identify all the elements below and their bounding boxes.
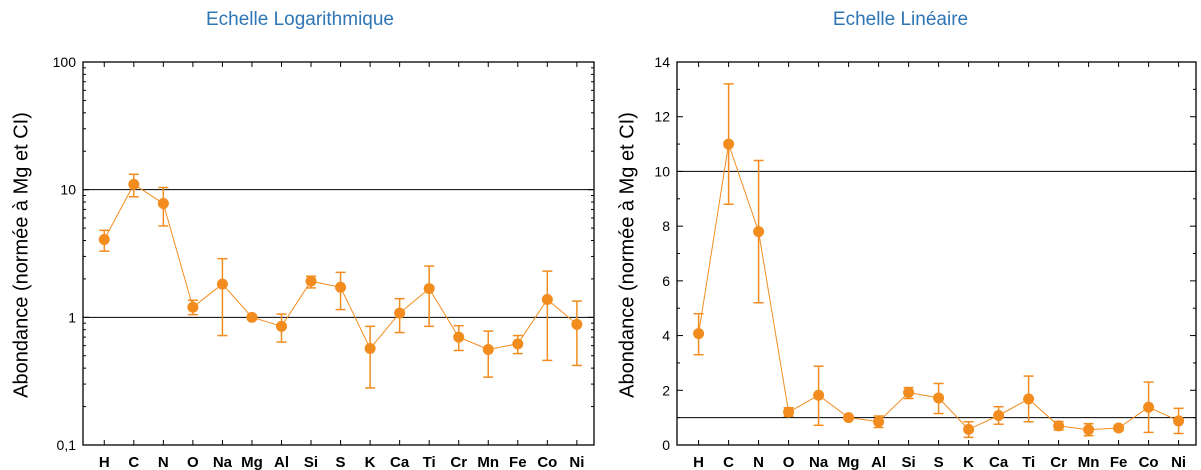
data-point (305, 275, 317, 287)
x-tick-label: Cr (1050, 454, 1067, 470)
data-point (1053, 420, 1065, 432)
data-point (482, 343, 494, 355)
data-point (394, 307, 406, 319)
data-point (541, 293, 553, 305)
y-tick-label: 4 (662, 328, 670, 344)
data-point (512, 338, 524, 350)
y-tick-label: 10 (654, 163, 670, 179)
x-tick-label: N (753, 454, 764, 470)
data-point (813, 389, 825, 401)
x-tick-label: Co (1139, 454, 1159, 470)
data-point (843, 412, 855, 424)
plot-frame (676, 61, 1197, 446)
data-point (903, 386, 915, 398)
data-point (693, 328, 705, 340)
x-tick-label: H (99, 454, 110, 470)
x-tick-label: Mn (477, 454, 499, 470)
x-tick-label: Mg (241, 454, 263, 470)
data-point (157, 197, 169, 209)
series-line (103, 183, 578, 351)
linear-scale-plot: 0 2 4 6 8 10 12 14 H C N O Na Mg Al Si S K Ca Ti Cr Mn Fe Co Ni (654, 54, 1197, 470)
data-point (993, 409, 1005, 421)
x-tick-label: Al (871, 454, 886, 470)
y-tick-label: 12 (654, 109, 670, 125)
x-tick-label: Ni (569, 454, 584, 470)
x-tick-label: Si (304, 454, 318, 470)
data-point (1113, 422, 1125, 434)
x-tick-label: Co (537, 454, 557, 470)
x-tick-label: Ca (390, 454, 410, 470)
data-point (873, 416, 885, 428)
data-point (128, 178, 140, 190)
x-tick-label: Cr (450, 454, 467, 470)
data-point (783, 406, 795, 418)
data-point (963, 423, 975, 435)
data-point (246, 311, 258, 323)
log-scale-plot: 0,1 1 10 100 H C N O Na Mg Al Si S K Ca Ti Cr Mn Fe Co Ni (53, 54, 595, 470)
y-tick-label: 10 (60, 182, 76, 198)
data-point (453, 331, 465, 343)
x-tick-label: O (187, 454, 199, 470)
y-tick-label: 14 (654, 54, 670, 70)
x-tick-label: H (693, 454, 704, 470)
y-tick-label: 2 (662, 382, 670, 398)
y-tick-label: 6 (662, 273, 670, 289)
data-point (423, 283, 435, 295)
x-tick-label: Mg (838, 454, 860, 470)
x-tick-label: C (128, 454, 139, 470)
x-tick-label: S (336, 454, 346, 470)
data-point (187, 301, 199, 313)
data-point (723, 138, 735, 150)
y-tick-label: 1 (68, 309, 76, 325)
data-point (364, 342, 376, 354)
data-point (933, 392, 945, 404)
x-tick-label: Ni (1171, 454, 1186, 470)
data-point (275, 320, 287, 332)
y-tick-label: 0 (662, 437, 670, 453)
data-point (571, 318, 583, 330)
chart-title: Echelle Logarithmique (205, 9, 394, 30)
data-point (753, 226, 765, 238)
x-tick-label: S (934, 454, 944, 470)
log-scale-chart-panel: Echelle Logarithmique Abondance (normée … (0, 0, 600, 470)
data-point (98, 234, 110, 246)
y-tick-label: 0,1 (57, 437, 77, 453)
x-tick-label: K (365, 454, 376, 470)
x-tick-label: N (158, 454, 169, 470)
y-tick-label: 8 (662, 218, 670, 234)
x-tick-label: Na (809, 454, 829, 470)
linear-scale-chart-panel: Echelle Linéaire Abondance (normée à Mg … (600, 0, 1201, 470)
data-point (216, 278, 228, 290)
x-tick-label: Ca (989, 454, 1009, 470)
x-tick-label: C (723, 454, 734, 470)
x-tick-label: Fe (509, 454, 527, 470)
x-tick-label: Si (902, 454, 916, 470)
x-tick-label: Ti (423, 454, 436, 470)
x-tick-label: K (963, 454, 974, 470)
plot-frame (82, 61, 595, 446)
data-point (1143, 401, 1155, 413)
y-tick-label: 100 (53, 54, 77, 70)
x-tick-label: Fe (1110, 454, 1128, 470)
data-point (335, 281, 347, 293)
x-tick-label: Ti (1022, 454, 1035, 470)
chart-title: Echelle Linéaire (832, 9, 969, 30)
data-point (1173, 415, 1185, 427)
x-tick-label: Al (274, 454, 289, 470)
data-point (1083, 424, 1095, 436)
x-tick-label: Na (213, 454, 233, 470)
x-tick-label: Mn (1078, 454, 1100, 470)
x-tick-label: O (783, 454, 795, 470)
data-point (1023, 393, 1035, 405)
